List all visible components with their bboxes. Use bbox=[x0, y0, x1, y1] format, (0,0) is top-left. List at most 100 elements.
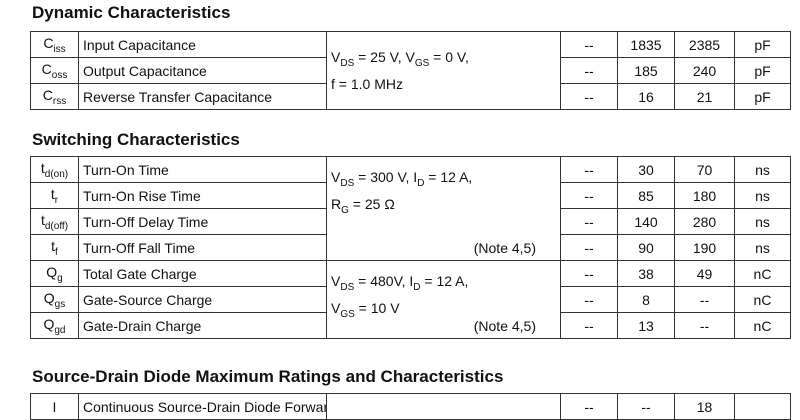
spec-row: Ciss Input Capacitance VDS = 25 V, VGS = 0… bbox=[30, 31, 791, 110]
parameter: Reverse Transfer Capacitance bbox=[78, 83, 327, 110]
parameter: Turn-On Time bbox=[78, 156, 327, 183]
conditions: VDS = 25 V, VGS = 0 V, f = 1.0 MHz bbox=[326, 31, 561, 110]
symbol-base: t bbox=[40, 159, 45, 176]
max: 18 bbox=[674, 393, 735, 420]
min: -- bbox=[560, 312, 618, 339]
symbol: tr bbox=[30, 182, 79, 209]
typ: 16 bbox=[617, 83, 675, 110]
typ: 140 bbox=[617, 208, 675, 235]
condition-text: DS bbox=[340, 177, 355, 189]
min: -- bbox=[560, 260, 618, 287]
symbol: tf bbox=[30, 234, 79, 261]
condition-text: = 12 A, bbox=[424, 169, 473, 185]
max: 21 bbox=[674, 83, 735, 110]
symbol: Qg bbox=[30, 260, 79, 287]
unit: nC bbox=[734, 260, 791, 287]
conditions: VDS = 480V, ID = 12 A, VGS = 10 V (Note 4,… bbox=[326, 260, 561, 339]
condition-text: DS bbox=[340, 57, 355, 69]
spec-table: I Continuous Source-Drain Diode Forward C… bbox=[30, 393, 791, 420]
condition-text: = 480V, I bbox=[354, 273, 414, 289]
condition-text: DS bbox=[340, 281, 355, 293]
symbol-base: t bbox=[40, 211, 45, 228]
typ: 8 bbox=[617, 286, 675, 313]
symbol-base: Q bbox=[43, 289, 55, 306]
condition-text: GS bbox=[414, 57, 430, 69]
unit: ns bbox=[734, 156, 791, 183]
min: -- bbox=[560, 208, 618, 235]
symbol-sub: rss bbox=[52, 95, 67, 107]
symbol: td(off) bbox=[30, 208, 79, 235]
max: 2385 bbox=[674, 31, 735, 58]
symbol-base: C bbox=[43, 34, 54, 51]
typ: 30 bbox=[617, 156, 675, 183]
condition-text: = 12 A, bbox=[420, 273, 469, 289]
unit: ns bbox=[734, 234, 791, 261]
symbol-sub: gs bbox=[54, 298, 66, 310]
condition-line: RG = 25 Ω bbox=[331, 194, 560, 221]
section-title: Dynamic Characteristics bbox=[32, 3, 231, 22]
max: 180 bbox=[674, 182, 735, 209]
symbol: Ciss bbox=[30, 31, 79, 58]
unit: pF bbox=[734, 83, 791, 110]
parameter: Total Gate Charge bbox=[78, 260, 327, 287]
condition-text: GS bbox=[340, 308, 355, 320]
symbol-sub: r bbox=[54, 194, 59, 206]
condition-text: = 300 V, I bbox=[354, 169, 418, 185]
conditions bbox=[326, 393, 561, 420]
page: Dynamic Characteristics Ciss Input Capacit… bbox=[30, 3, 791, 420]
symbol-base: Q bbox=[46, 263, 58, 280]
typ: 13 bbox=[617, 312, 675, 339]
condition-text: V bbox=[331, 169, 341, 185]
condition-text: = 10 V bbox=[354, 299, 400, 316]
condition-text: D bbox=[417, 177, 425, 189]
spec-row: td(off) Turn-Off Delay Time -- 140 280 ns bbox=[30, 208, 791, 235]
symbol-sub: d(on) bbox=[44, 168, 69, 180]
condition-text: V bbox=[331, 49, 341, 66]
condition-text: R bbox=[331, 195, 342, 212]
min: -- bbox=[560, 156, 618, 183]
min: -- bbox=[560, 286, 618, 313]
condition-text: f = 1.0 MHz bbox=[331, 75, 403, 92]
symbol-sub: g bbox=[57, 272, 63, 284]
spec-row: Qgs Gate-Source Charge -- 8 -- nC bbox=[30, 286, 791, 313]
condition-text: = 25 V, V bbox=[354, 49, 415, 66]
condition-line: VDS = 25 V, VGS = 0 V, bbox=[331, 47, 560, 74]
condition-text: = 0 V, bbox=[429, 49, 469, 66]
typ: 38 bbox=[617, 260, 675, 287]
condition-line: VDS = 300 V, ID = 12 A, bbox=[331, 167, 560, 194]
symbol-base: t bbox=[51, 237, 56, 254]
spec-row: Qgd Gate-Drain Charge -- 13 -- nC bbox=[30, 312, 791, 339]
min: -- bbox=[560, 234, 618, 261]
symbol-base: I bbox=[52, 398, 57, 415]
parameter: Turn-Off Fall Time bbox=[78, 234, 327, 261]
symbol-base: C bbox=[41, 60, 52, 77]
parameter: Turn-Off Delay Time bbox=[78, 208, 327, 235]
min: -- bbox=[560, 393, 618, 420]
parameter: Gate-Source Charge bbox=[78, 286, 327, 313]
unit: nC bbox=[734, 312, 791, 339]
symbol-base: t bbox=[50, 185, 55, 202]
max: -- bbox=[674, 286, 735, 313]
section-title: Switching Characteristics bbox=[32, 130, 240, 149]
typ: -- bbox=[617, 393, 675, 420]
conditions: VDS = 300 V, ID = 12 A, RG = 25 Ω (Note 4,… bbox=[326, 156, 561, 261]
parameter: Input Capacitance bbox=[78, 31, 327, 58]
symbol-sub: d(off) bbox=[44, 220, 69, 232]
spec-row: td(on) Turn-On Time VDS = 300 V, ID = 12 A… bbox=[30, 156, 791, 261]
symbol-base: C bbox=[42, 86, 53, 103]
spec-table: td(on) Turn-On Time VDS = 300 V, ID = 12 A… bbox=[30, 156, 791, 339]
typ: 1835 bbox=[617, 31, 675, 58]
symbol-base: Q bbox=[43, 315, 55, 332]
unit: nC bbox=[734, 286, 791, 313]
section-title: Source-Drain Diode Maximum Ratings and C… bbox=[32, 367, 504, 386]
typ: 185 bbox=[617, 57, 675, 84]
condition-text: V bbox=[331, 273, 341, 289]
symbol-sub: f bbox=[55, 246, 58, 258]
unit: ns bbox=[734, 208, 791, 235]
spec-table: Ciss Input Capacitance VDS = 25 V, VGS = 0… bbox=[30, 31, 791, 110]
max: 49 bbox=[674, 260, 735, 287]
spec-row: Qg Total Gate Charge VDS = 480V, ID = 12 A… bbox=[30, 260, 791, 339]
symbol: Qgs bbox=[30, 286, 79, 313]
max: 240 bbox=[674, 57, 735, 84]
parameter: Continuous Source-Drain Diode Forward Cu… bbox=[78, 393, 327, 420]
